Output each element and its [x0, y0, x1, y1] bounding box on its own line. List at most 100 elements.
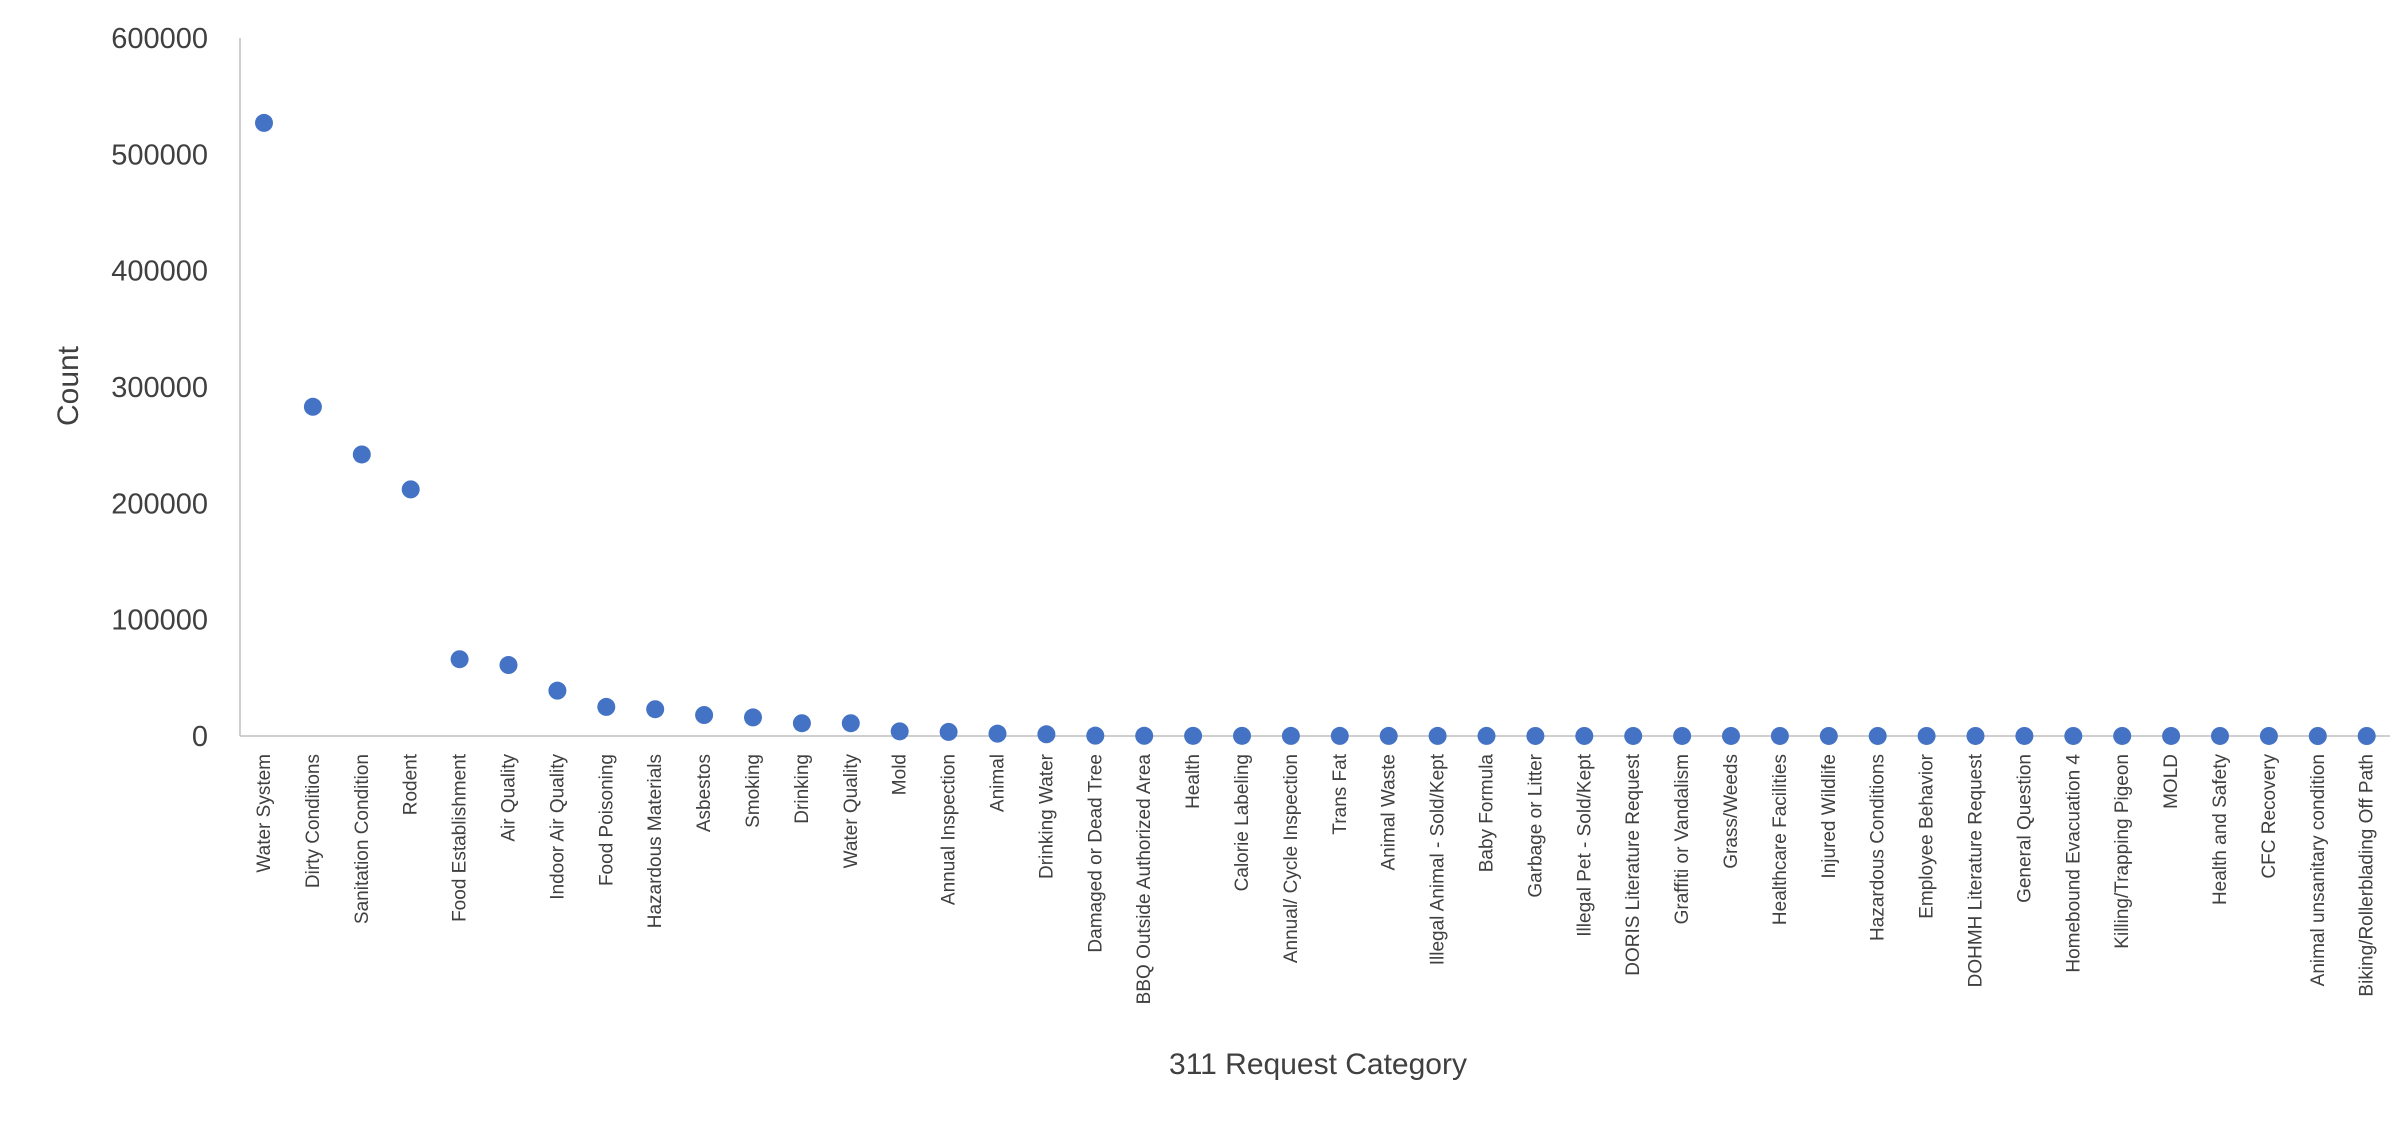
- x-tick-label: Food Poisoning: [596, 754, 617, 886]
- x-tick-label: Calorie Labeling: [1232, 754, 1253, 891]
- y-tick-label: 300000: [111, 372, 208, 404]
- x-tick-label: DOHMH Literature Request: [1966, 753, 1987, 987]
- data-point: [1868, 726, 1887, 745]
- data-point: [2259, 726, 2278, 745]
- x-tick-label: Healthcare Facilities: [1770, 754, 1791, 925]
- data-point: [1477, 726, 1496, 745]
- data-point: [1770, 726, 1789, 745]
- x-tick-label: Hazardous Materials: [645, 754, 666, 928]
- x-tick-label: Water Quality: [841, 754, 862, 869]
- y-axis-ticks: 0 100000 200000 300000 400000 500000 600000: [111, 23, 208, 753]
- data-point: [450, 650, 469, 669]
- data-point: [792, 714, 811, 733]
- y-axis-title: Count: [52, 345, 85, 426]
- data-point: [1086, 726, 1105, 745]
- x-tick-label: Homebound Evacuation 4: [2063, 754, 2084, 973]
- data-point: [988, 724, 1007, 743]
- x-tick-label: Indoor Air Quality: [547, 754, 568, 900]
- y-tick-label: 600000: [111, 23, 208, 55]
- x-tick-label: Asbestos: [694, 754, 715, 832]
- x-tick-label: Rodent: [401, 753, 422, 815]
- x-tick-label: Food Establishment: [450, 753, 471, 922]
- data-point: [1917, 726, 1936, 745]
- data-point: [548, 681, 567, 700]
- data-point: [744, 708, 762, 727]
- data-point: [1233, 726, 1251, 745]
- x-tick-label: Trans Fat: [1330, 753, 1351, 834]
- data-point: [1184, 726, 1203, 745]
- x-tick-label: Drinking Water: [1036, 753, 1057, 879]
- x-axis-title: 311 Request Category: [1169, 1048, 1467, 1081]
- data-point: [646, 700, 665, 719]
- x-tick-label: Health: [1183, 754, 1204, 809]
- x-tick-label: Hazardous Conditions: [1868, 754, 1889, 941]
- data-point: [2211, 726, 2229, 745]
- y-tick-label: 100000: [111, 605, 208, 637]
- x-tick-label: Illegal Animal - Sold/Kept: [1428, 753, 1449, 965]
- x-tick-label: Drinking: [792, 754, 813, 824]
- data-point: [499, 656, 518, 675]
- y-tick-label: 200000: [111, 488, 208, 520]
- x-tick-label: Garbage or Litter: [1525, 753, 1546, 897]
- data-point: [597, 697, 616, 716]
- x-tick-label: Employee Behavior: [1917, 753, 1938, 918]
- x-tick-label: Sanitation Condition: [352, 754, 373, 924]
- data-point: [352, 445, 371, 464]
- x-tick-label: MOLD: [2161, 754, 2182, 809]
- data-point: [890, 722, 909, 741]
- data-point: [2064, 726, 2083, 745]
- data-point: [2357, 726, 2376, 745]
- x-tick-label: Annual Inspection: [939, 754, 960, 905]
- data-point: [1379, 726, 1398, 745]
- data-point: [1624, 726, 1643, 745]
- x-tick-label: Injured Wildlife: [1819, 754, 1840, 879]
- data-points: [255, 113, 2376, 745]
- data-point: [2015, 726, 2034, 745]
- x-tick-label: CFC Recovery: [2259, 754, 2280, 879]
- data-point: [255, 113, 273, 132]
- x-tick-label: Animal unsanitary condition: [2308, 754, 2329, 986]
- data-point: [2113, 726, 2132, 745]
- x-tick-label: Smoking: [743, 754, 764, 828]
- x-tick-label: Baby Formula: [1477, 754, 1498, 873]
- y-tick-label: 400000: [111, 256, 208, 288]
- x-tick-label: Killing/Trapping Pigeon: [2112, 754, 2133, 949]
- x-tick-label: Dirty Conditions: [303, 754, 324, 888]
- x-tick-label: BBQ Outside Authorized Area: [1134, 754, 1155, 1005]
- x-tick-label: Animal Waste: [1379, 754, 1400, 871]
- x-tick-label: Damaged or Dead Tree: [1085, 754, 1106, 953]
- data-point: [1722, 726, 1740, 745]
- x-tick-label: DORIS Literature Request: [1623, 753, 1644, 975]
- x-tick-label: Animal: [988, 754, 1009, 812]
- data-point: [1966, 726, 1985, 745]
- x-tick-label: Annual/ Cycle Inspection: [1281, 754, 1302, 963]
- data-point: [1135, 726, 1154, 745]
- data-point: [303, 397, 322, 416]
- x-axis-ticks: Water System Dirty Conditions Sanitation C…: [254, 753, 2378, 1004]
- data-point: [1281, 726, 1300, 745]
- data-point: [1037, 725, 1056, 744]
- data-point: [1330, 726, 1349, 745]
- data-point: [1575, 726, 1594, 745]
- x-tick-label: Grass/Weeds: [1721, 754, 1742, 869]
- x-tick-label: General Question: [2014, 754, 2035, 903]
- x-tick-label: Mold: [890, 754, 911, 795]
- y-tick-label: 0: [192, 721, 208, 753]
- x-tick-label: Biking/Rollerblading Off Path: [2357, 754, 2378, 997]
- data-point: [1526, 726, 1545, 745]
- data-point: [1673, 726, 1692, 745]
- data-point: [939, 722, 958, 741]
- x-tick-label: Health and Safety: [2210, 754, 2231, 906]
- x-tick-label: Illegal Pet - Sold/Kept: [1574, 753, 1595, 936]
- x-tick-label: Water System: [254, 754, 275, 873]
- data-point: [2162, 726, 2181, 745]
- data-point: [841, 714, 860, 733]
- x-tick-label: Graffiti or Vandalism: [1672, 754, 1693, 924]
- data-point: [695, 706, 714, 725]
- y-tick-label: 500000: [111, 139, 208, 171]
- data-point: [401, 480, 420, 499]
- data-point: [1428, 726, 1447, 745]
- x-tick-label: Air Quality: [499, 754, 520, 842]
- data-point: [2308, 726, 2327, 745]
